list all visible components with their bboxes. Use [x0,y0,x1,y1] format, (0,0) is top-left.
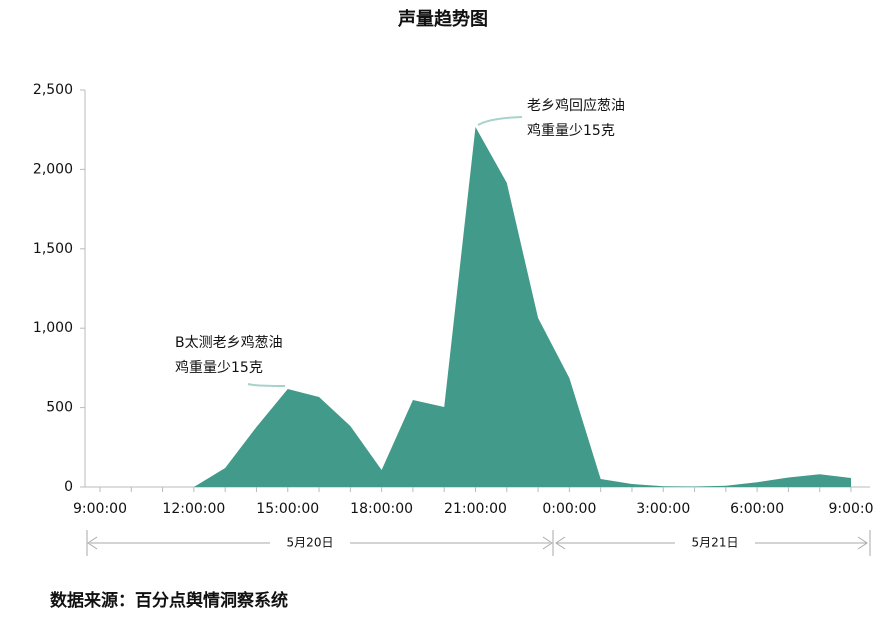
chart-title: 声量趋势图 [397,8,488,30]
y-tick-label: 2,500 [33,82,73,98]
x-tick-label: 6:00:00 [730,501,784,517]
source: 数据来源：百分点舆情洞察系统 [50,590,288,611]
date-label: 5月21日 [692,536,739,550]
x-tick-label: 9:00:0 [828,501,873,517]
annotation: 老乡鸡回应葱油 [527,97,625,114]
x-tick-label: 0:00:00 [542,501,596,517]
x-tick-label: 9:00:00 [73,501,127,517]
date-label: 5月20日 [287,536,334,550]
y-tick-label: 1,500 [33,241,73,257]
x-tick-label: 21:00:00 [444,501,507,517]
x-tick-label: 12:00:00 [162,501,225,517]
y-tick-label: 0 [64,479,73,495]
y-tick-label: 2,000 [33,161,73,177]
annotation: B太测老乡鸡葱油 [175,334,283,351]
x-tick-label: 15:00:00 [256,501,319,517]
annotation-leader [247,383,286,387]
y-tick-label: 1,000 [33,320,73,336]
x-tick-label: 3:00:00 [636,501,690,517]
annotation: 鸡重量少15克 [175,359,263,376]
annotation: 鸡重量少15克 [527,122,615,139]
area [100,127,851,487]
x-tick-label: 18:00:00 [350,501,413,517]
y-tick-label: 500 [46,400,73,416]
annotation-leader [477,116,523,126]
date-brackets [86,530,871,556]
